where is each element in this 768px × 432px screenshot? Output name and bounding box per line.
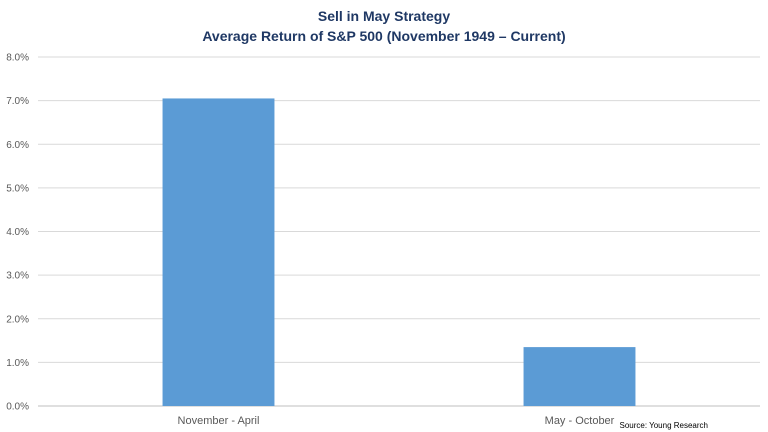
y-tick-label: 2.0% (6, 314, 29, 325)
y-tick-label: 4.0% (6, 227, 29, 238)
x-tick-label: November - April (178, 415, 260, 427)
x-axis: November - April May - October (178, 415, 615, 427)
source-note: Source: Young Research (619, 421, 708, 430)
bar (523, 347, 636, 406)
y-tick-label: 6.0% (6, 140, 29, 151)
y-tick-label: 3.0% (6, 271, 29, 282)
y-tick-label: 5.0% (6, 183, 29, 194)
y-tick-label: 0.0% (6, 402, 29, 413)
bars (162, 98, 636, 406)
chart-title: Sell in May Strategy (318, 8, 450, 24)
gridlines (38, 56, 760, 407)
bar (162, 98, 275, 406)
chart-subtitle: Average Return of S&P 500 (November 1949… (202, 28, 565, 44)
y-tick-label: 1.0% (6, 358, 29, 369)
y-axis: 0.0% 1.0% 2.0% 3.0% 4.0% 5.0% 6.0% 7.0% 8.0% (6, 53, 29, 413)
y-tick-label: 8.0% (6, 53, 29, 64)
y-tick-label: 7.0% (6, 96, 29, 107)
x-tick-label: May - October (545, 415, 615, 427)
